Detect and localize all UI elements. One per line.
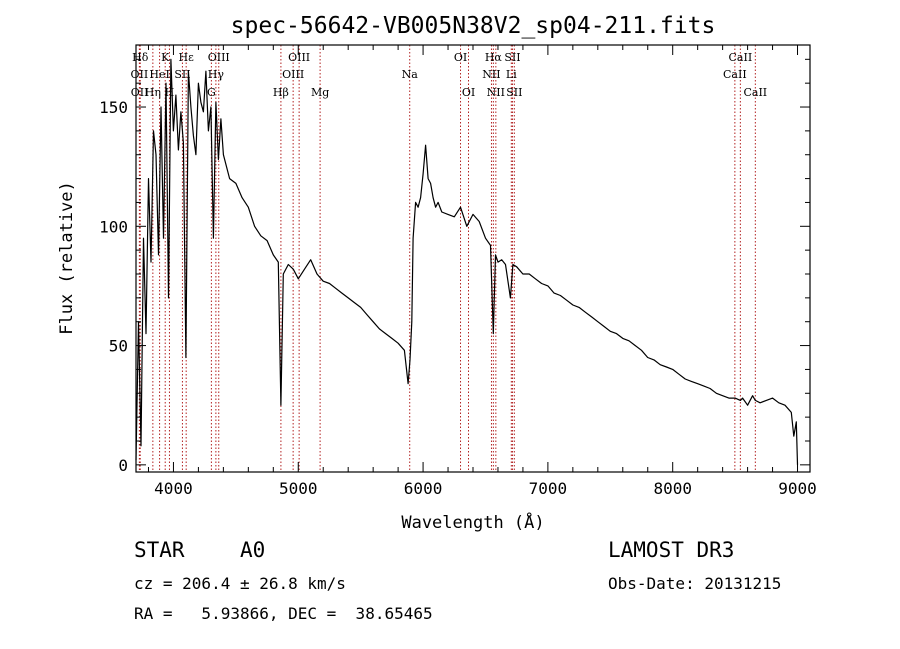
line-label: Mg xyxy=(311,86,329,99)
x-axis-label: Wavelength (Å) xyxy=(401,511,544,533)
y-tick-label: 0 xyxy=(118,456,128,475)
line-label: OI xyxy=(462,86,475,99)
ra-dec: RA = 5.93866, DEC = 38.65465 xyxy=(134,604,433,623)
x-tick-label: 9000 xyxy=(778,479,817,498)
line-label: OIII xyxy=(282,68,304,81)
line-label: CaII xyxy=(729,51,753,64)
line-label: HeI xyxy=(149,68,169,81)
x-tick-label: 6000 xyxy=(404,479,443,498)
line-label: CaII xyxy=(743,86,767,99)
line-label: SII xyxy=(506,86,522,99)
line-label: SII xyxy=(504,51,520,64)
x-tick-label: 5000 xyxy=(279,479,318,498)
line-label: OI xyxy=(454,51,467,64)
line-label: Hε xyxy=(179,51,195,64)
line-label: Na xyxy=(402,68,419,81)
y-axis-label: Flux (relative) xyxy=(57,181,77,335)
y-tick-label: 150 xyxy=(99,98,128,117)
y-tick-label: 50 xyxy=(109,337,128,356)
line-label: OII xyxy=(131,86,149,99)
chart-title: spec-56642-VB005N38V2_sp04-211.fits xyxy=(231,13,716,39)
line-label: OIII xyxy=(288,51,310,64)
line-label: Li xyxy=(506,68,517,81)
line-label: H xyxy=(165,86,175,99)
line-label: Hβ xyxy=(273,86,289,99)
line-label: OIII xyxy=(208,51,230,64)
survey-name: LAMOST DR3 xyxy=(608,538,735,562)
x-tick-label: 7000 xyxy=(529,479,568,498)
line-label: SII xyxy=(174,68,190,81)
line-label: Hγ xyxy=(208,68,225,81)
object-class: STAR xyxy=(134,538,185,562)
redshift-cz: cz = 206.4 ± 26.8 km/s xyxy=(134,574,346,593)
obs-date: Obs-Date: 20131215 xyxy=(608,574,782,593)
plot-frame xyxy=(135,44,811,473)
object-subclass: A0 xyxy=(240,538,266,562)
line-label: CaII xyxy=(723,68,747,81)
spectrum-line xyxy=(135,58,799,465)
x-tick-label: 8000 xyxy=(653,479,692,498)
y-tick-label: 100 xyxy=(99,217,128,236)
line-label: NII xyxy=(482,68,500,81)
line-label: K xyxy=(161,51,170,64)
axis-ticks: 4000 5000 6000 7000 8000 9000 0 50 100 150 xyxy=(99,45,817,498)
line-label: NII xyxy=(487,86,505,99)
x-tick-label: 4000 xyxy=(154,479,193,498)
line-label: OII xyxy=(131,68,149,81)
line-label: G xyxy=(207,86,216,99)
spectral-line-labels: Hδ OII OII K HeI Hη Hε SII H OIII Hγ G Hβ OIII OIII Mg N… xyxy=(131,51,768,99)
line-label: Hα xyxy=(485,51,503,64)
spectral-line-markers xyxy=(138,45,756,472)
line-label: Hδ xyxy=(132,51,149,64)
line-label: Hη xyxy=(145,86,161,99)
